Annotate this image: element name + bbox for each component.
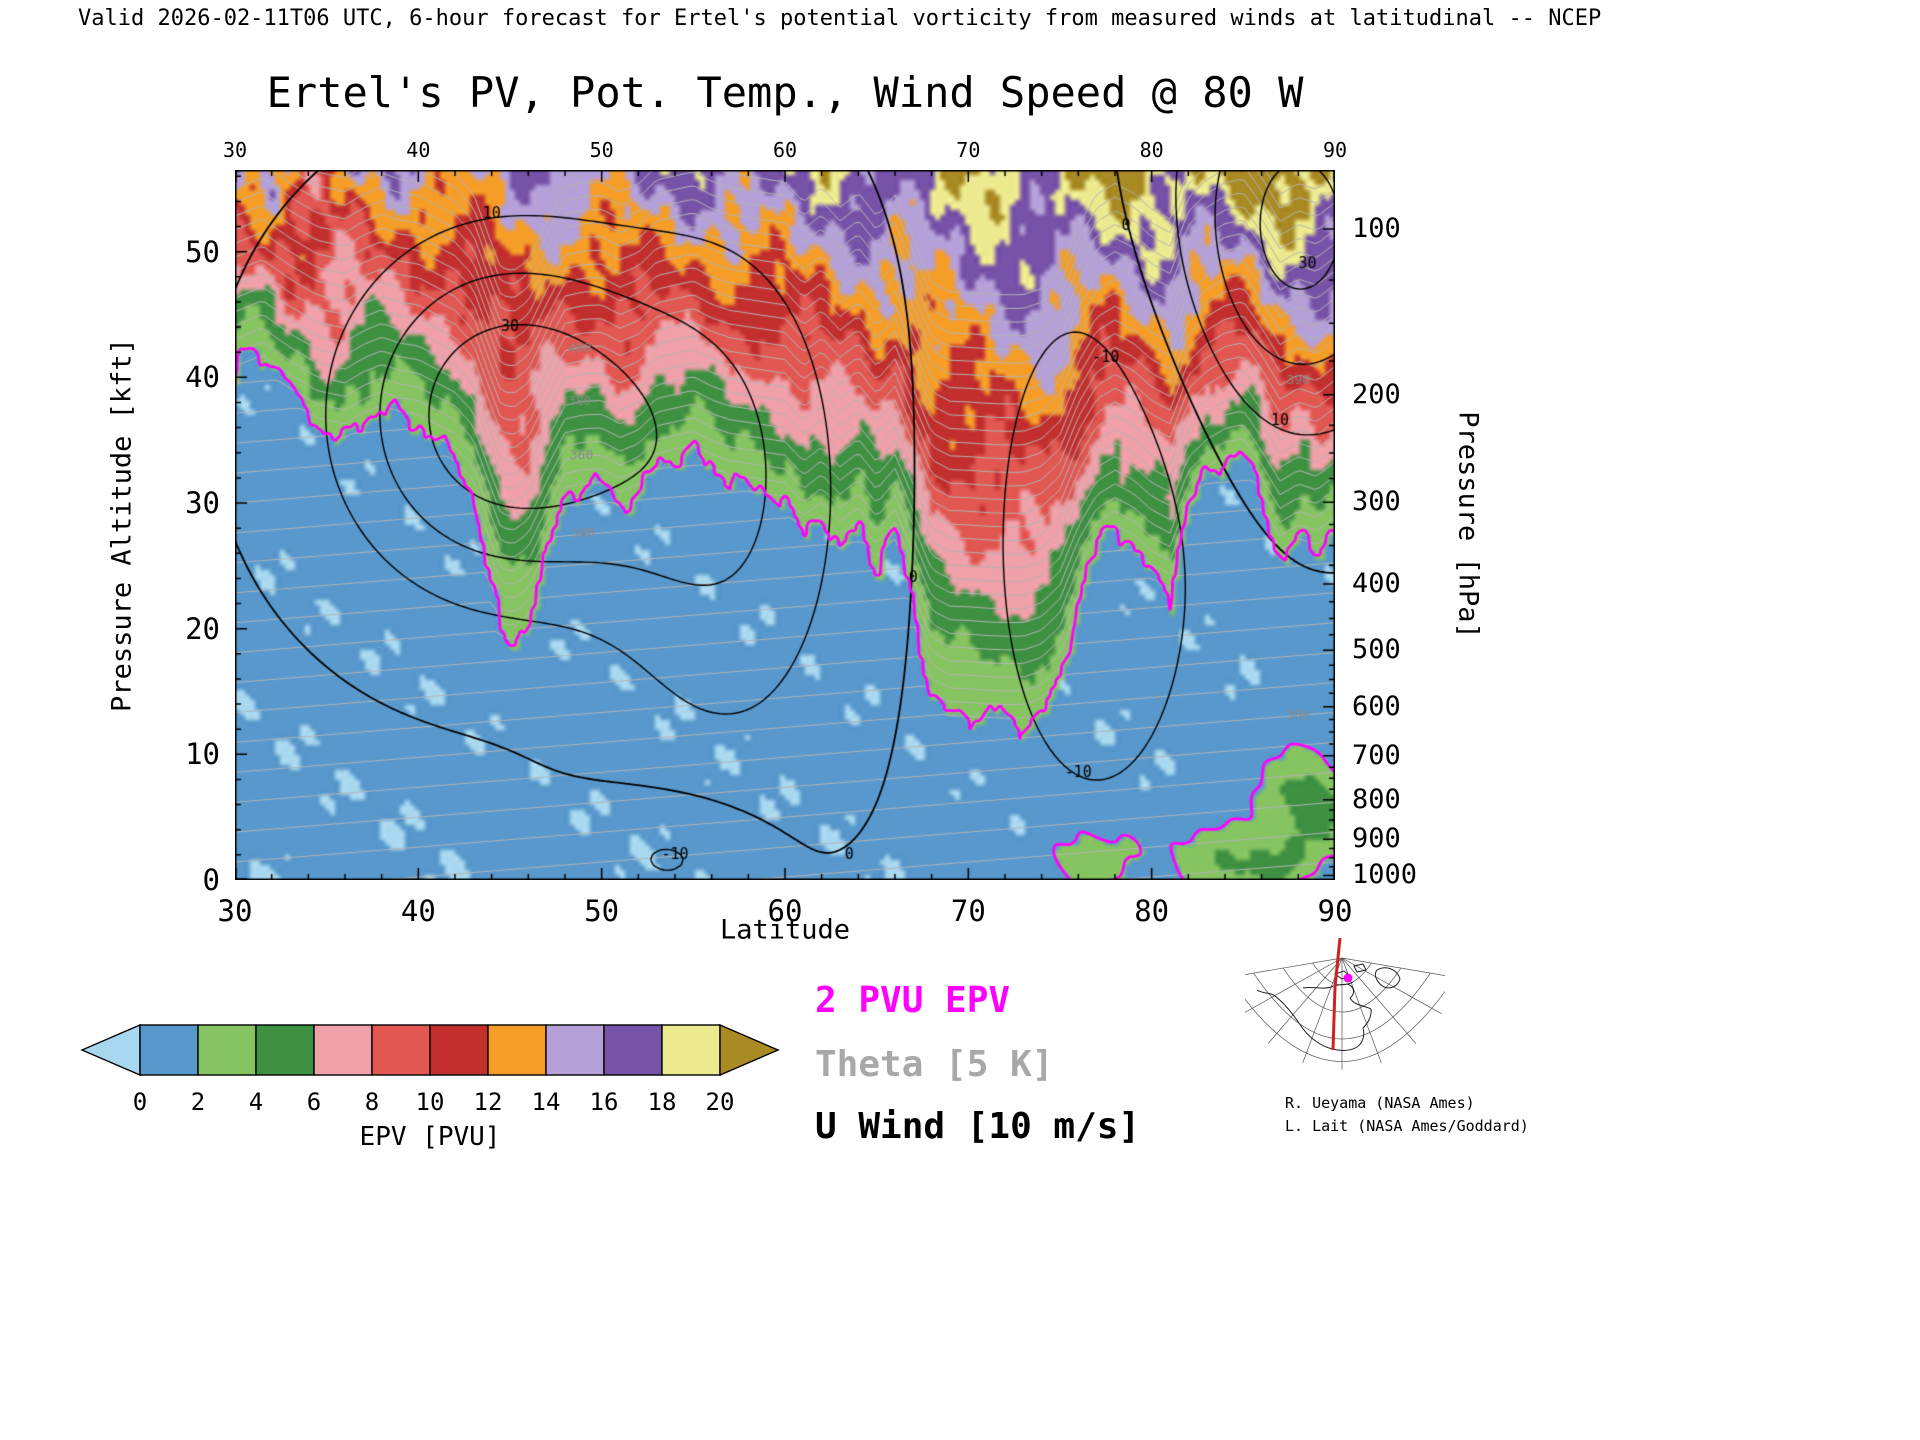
colorbar-tick-label: 2 bbox=[190, 1088, 206, 1116]
y-right-tick-label: 600 bbox=[1352, 690, 1401, 722]
header-valid-line: Valid 2026-02-11T06 UTC, 6-hour forecast… bbox=[78, 6, 1602, 31]
y-left-tick-label: 50 bbox=[185, 234, 220, 269]
colorbar-label: EPV [PVU] bbox=[359, 1122, 501, 1152]
location-marker-dot bbox=[1343, 973, 1353, 983]
x-axis-top-tick-label: 30 bbox=[222, 138, 248, 162]
colorbar-tick-label: 14 bbox=[531, 1088, 561, 1116]
colorbar-segment bbox=[603, 1024, 663, 1076]
colorbar-tick-label: 6 bbox=[306, 1088, 322, 1116]
y-left-tick-label: 10 bbox=[185, 737, 220, 772]
x-axis-tick-label: 70 bbox=[950, 894, 986, 928]
x-axis-top-tick-label: 90 bbox=[1322, 138, 1348, 162]
x-axis-title: Latitude bbox=[719, 914, 851, 946]
x-axis-tick-label: 60 bbox=[767, 894, 803, 928]
colorbar-segment bbox=[661, 1024, 721, 1076]
colorbar-tick-label: 4 bbox=[248, 1088, 264, 1116]
y-left-tick-label: 40 bbox=[185, 360, 220, 395]
y-right-tick-label: 800 bbox=[1352, 783, 1401, 815]
x-axis-tick-label: 50 bbox=[584, 894, 620, 928]
x-axis-top-tick-label: 50 bbox=[589, 138, 614, 162]
colorbar-tick-label: 20 bbox=[705, 1088, 735, 1116]
map-graticule bbox=[1245, 957, 1445, 1070]
x-axis-top-tick-label: 80 bbox=[1139, 138, 1164, 162]
colorbar-segment bbox=[313, 1024, 373, 1076]
x-axis-top-tick-label: 60 bbox=[772, 138, 798, 162]
colorbar-right-arrow bbox=[719, 1023, 780, 1077]
credit-line-1: R. Ueyama (NASA Ames) bbox=[1285, 1094, 1475, 1112]
colorbar-segment bbox=[545, 1024, 605, 1076]
y-right-axis-title: Pressure [hPa] bbox=[1452, 411, 1484, 639]
colorbar-tick-label: 16 bbox=[589, 1088, 619, 1116]
y-right-tick-label: 200 bbox=[1352, 378, 1401, 410]
colorbar-tick-label: 12 bbox=[473, 1088, 503, 1116]
y-right-tick-label: 500 bbox=[1352, 634, 1401, 666]
legend-uwind-label: U Wind [10 m/s] bbox=[815, 1106, 1141, 1147]
y-right-tick-label: 700 bbox=[1352, 739, 1401, 771]
credit-line-2: L. Lait (NASA Ames/Goddard) bbox=[1285, 1117, 1529, 1135]
colorbar-left-arrow bbox=[80, 1023, 141, 1077]
colorbar-tick-label: 18 bbox=[647, 1088, 677, 1116]
legend-theta-label: Theta [5 K] bbox=[815, 1044, 1054, 1085]
y-right-tick-label: 900 bbox=[1352, 823, 1401, 855]
x-axis-top-tick-label: 70 bbox=[956, 138, 981, 162]
y-right-tick-label: 1000 bbox=[1352, 859, 1418, 891]
colorbar-segment bbox=[487, 1024, 547, 1076]
x-axis-tick-label: 90 bbox=[1317, 894, 1353, 928]
colorbar-tick-label: 0 bbox=[132, 1088, 148, 1116]
x-axis-top-tick-label: 40 bbox=[406, 138, 431, 162]
epv-colorbar-svg bbox=[80, 1023, 780, 1077]
legend-2pvu-epv-label: 2 PVU EPV bbox=[815, 980, 1011, 1021]
colorbar-segment bbox=[371, 1024, 431, 1076]
map-coastline bbox=[1256, 963, 1401, 1051]
colorbar-segment bbox=[197, 1024, 257, 1076]
y-right-tick-label: 400 bbox=[1352, 567, 1401, 599]
x-axis-tick-label: 40 bbox=[400, 894, 436, 928]
colorbar-segment bbox=[429, 1024, 489, 1076]
colorbar-tick-label: 8 bbox=[364, 1088, 380, 1116]
plot-title: Ertel's PV, Pot. Temp., Wind Speed @ 80 … bbox=[266, 68, 1304, 117]
epv-colorbar bbox=[80, 1022, 780, 1078]
x-axis-tick-label: 80 bbox=[1134, 894, 1170, 928]
cross-section-plot-canvas bbox=[235, 170, 1335, 880]
y-left-tick-label: 0 bbox=[202, 863, 220, 897]
location-map-inset bbox=[1245, 937, 1445, 1070]
y-right-tick-label: 100 bbox=[1352, 212, 1401, 244]
y-right-tick-label: 300 bbox=[1352, 486, 1401, 518]
cross-section-meridian-line bbox=[1331, 937, 1342, 1051]
colorbar-segment bbox=[255, 1024, 315, 1076]
y-left-tick-label: 30 bbox=[185, 486, 220, 520]
colorbar-tick-label: 10 bbox=[415, 1088, 445, 1116]
colorbar-segment bbox=[139, 1024, 199, 1076]
x-axis-tick-label: 30 bbox=[217, 894, 253, 928]
y-left-tick-label: 20 bbox=[185, 611, 220, 646]
